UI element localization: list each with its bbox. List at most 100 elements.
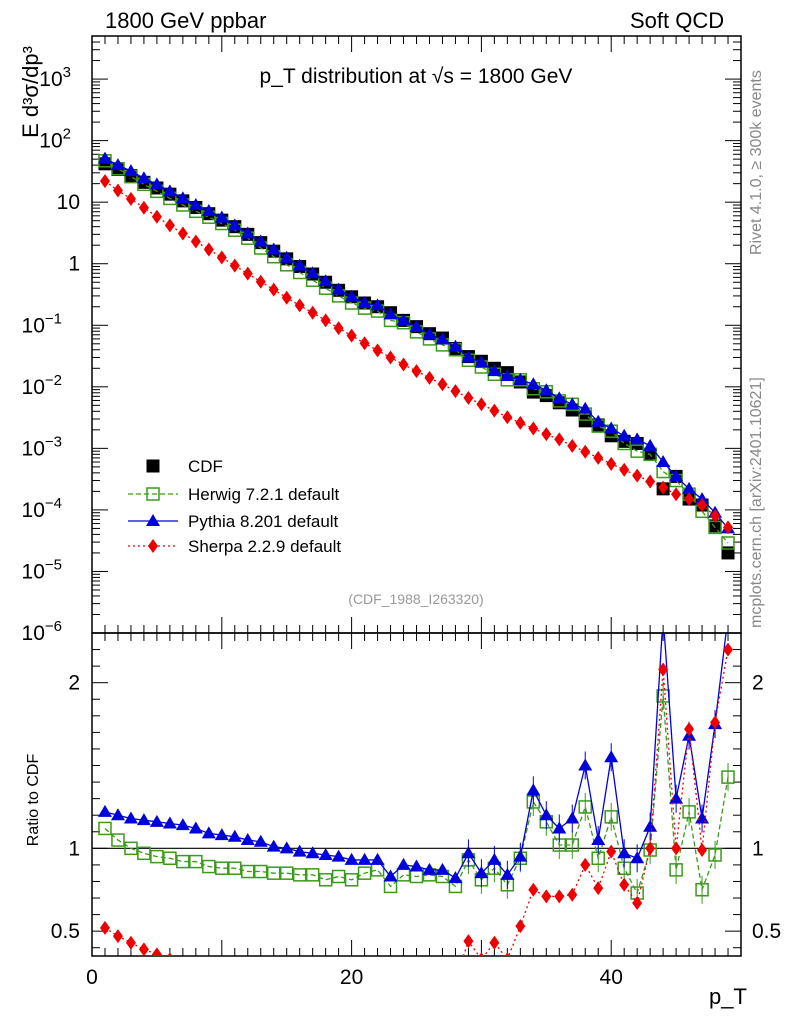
- pythia-point: [487, 364, 502, 377]
- sherpa-point: [463, 390, 474, 405]
- pythia-point: [669, 469, 684, 482]
- herwig-ratio-point: [682, 805, 696, 819]
- pythia-ratio-point: [643, 819, 658, 832]
- sherpa-point: [437, 377, 448, 392]
- sherpa-ratio-point: [99, 920, 110, 935]
- pythia-ratio-point: [448, 871, 463, 884]
- pythia-ratio-point: [201, 826, 216, 839]
- pythia-ratio-point: [474, 866, 489, 879]
- pythia-point: [344, 289, 359, 302]
- y-tick-label-main: 10−5: [22, 556, 62, 583]
- pythia-ratio-point: [565, 811, 580, 824]
- sherpa-point: [567, 438, 578, 453]
- analysis-tag: (CDF_1988_I263320): [348, 591, 483, 607]
- sherpa-ratio-point: [230, 969, 240, 983]
- pythia-ratio-point: [123, 811, 138, 824]
- sherpa-ratio-point: [243, 971, 253, 985]
- pythia-point: [175, 191, 190, 204]
- herwig-ratio-point: [669, 863, 683, 877]
- pythia-legend-label: Pythia 8.201 default: [188, 512, 339, 531]
- cdf-legend-marker: [146, 459, 160, 473]
- sherpa-ratio-point: [308, 972, 318, 986]
- sherpa-ratio-point: [580, 857, 591, 872]
- pythia-ratio-point: [97, 804, 112, 817]
- y-tick-label-main: 10−4: [22, 495, 62, 522]
- sherpa-ratio-point: [112, 929, 123, 944]
- sherpa-ratio-point: [606, 844, 617, 859]
- pythia-ratio-point: [227, 829, 242, 842]
- sherpa-legend-marker: [148, 539, 158, 553]
- main-y-axis-label: E d³σ/dp³: [18, 46, 43, 138]
- sherpa-point: [502, 410, 513, 425]
- y-tick-label-ratio: 1: [68, 837, 80, 860]
- pythia-ratio-point: [279, 841, 294, 854]
- pythia-point: [422, 327, 437, 340]
- sherpa-ratio-point: [295, 972, 305, 986]
- pythia-point: [240, 226, 255, 239]
- pythia-point: [539, 383, 554, 396]
- sherpa-point: [658, 480, 669, 495]
- pythia-ratio-point: [604, 750, 619, 763]
- pythia-point: [396, 313, 411, 326]
- herwig-ratio-point: [279, 866, 294, 880]
- sherpa-point: [606, 456, 617, 471]
- herwig-ratio-point: [604, 810, 618, 824]
- sherpa-point: [450, 384, 461, 399]
- herwig-ratio-point: [409, 869, 424, 884]
- pythia-ratio-point: [422, 862, 437, 875]
- sherpa-point: [580, 444, 591, 459]
- pythia-point: [123, 164, 138, 177]
- sherpa-ratio-point: [632, 895, 643, 910]
- sherpa-ratio-point: [554, 889, 565, 904]
- beam-label: 1800 GeV ppbar: [105, 8, 267, 33]
- sherpa-point: [112, 183, 123, 198]
- pythia-point: [630, 432, 645, 445]
- pythia-point: [578, 401, 593, 414]
- herwig-ratio-point: [344, 873, 359, 887]
- sherpa-ratio-point: [645, 841, 656, 856]
- sherpa-point: [424, 370, 435, 385]
- sherpa-ratio-point: [256, 971, 266, 985]
- sherpa-point: [151, 209, 162, 224]
- y-tick-label-main: 10: [57, 191, 80, 214]
- pythia-ratio-point: [162, 816, 177, 829]
- herwig-ratio-point: [228, 861, 242, 875]
- herwig-legend-marker: [146, 487, 160, 501]
- pythia-point: [513, 372, 528, 385]
- herwig-ratio-point: [176, 854, 190, 869]
- y-tick-label-ratio: 0.5: [51, 920, 80, 943]
- sherpa-ratio-point: [424, 974, 434, 988]
- sherpa-series-main: [99, 174, 734, 535]
- pythia-point: [474, 355, 489, 368]
- pythia-ratio-point: [240, 833, 255, 846]
- pythia-ratio-point: [578, 758, 593, 771]
- sherpa-line-ratio: [104, 649, 729, 956]
- pythia-point: [214, 210, 229, 223]
- sherpa-ratio-point: [321, 972, 331, 986]
- sherpa-point: [710, 508, 721, 523]
- sherpa-ratio-point: [412, 974, 422, 988]
- pythia-legend-marker: [146, 514, 160, 526]
- herwig-ratio-point: [150, 849, 164, 864]
- y-tick-label-main: 10−3: [22, 433, 62, 460]
- sherpa-point: [528, 421, 539, 436]
- pythia-point: [643, 438, 658, 451]
- y-tick-label-main: 1: [68, 253, 80, 276]
- sherpa-ratio-point: [204, 964, 214, 978]
- x-tick-label: 0: [86, 966, 98, 989]
- herwig-point: [630, 444, 644, 458]
- pythia-point: [656, 455, 671, 468]
- pythia-point: [526, 377, 541, 390]
- sherpa-point: [385, 350, 396, 365]
- y-tick-label-ratio-right: 0.5: [752, 920, 781, 943]
- pythia-ratio-point: [175, 818, 190, 831]
- pythia-point: [188, 197, 203, 210]
- pythia-point: [552, 391, 567, 404]
- sherpa-ratio-point: [282, 972, 292, 986]
- sherpa-ratio-point: [528, 882, 539, 897]
- x-tick-label: 20: [340, 966, 363, 989]
- sherpa-point: [398, 357, 409, 372]
- pythia-ratio-point: [513, 849, 528, 862]
- cdf-legend-label: CDF: [188, 457, 223, 476]
- pythia-series-ratio: [97, 633, 727, 889]
